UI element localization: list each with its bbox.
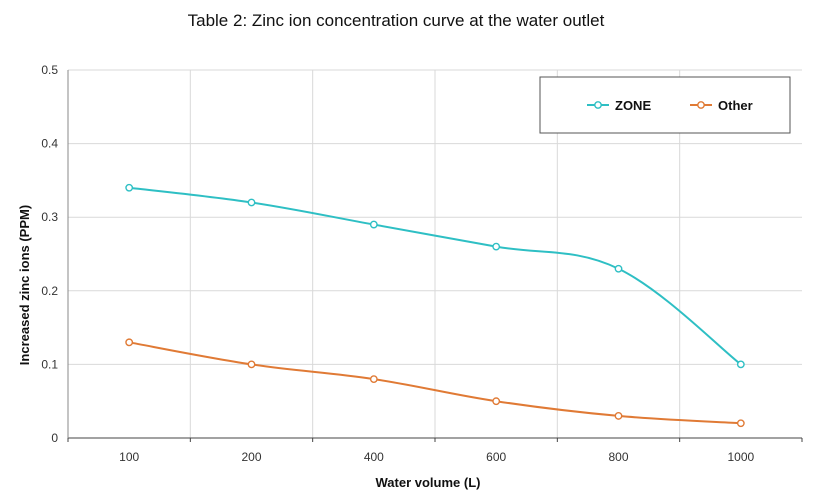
y-tick-label: 0.1 (41, 357, 58, 371)
series-line-zone (129, 186, 742, 366)
series-layer (125, 183, 745, 428)
y-tick-label: 0.4 (41, 137, 58, 151)
legend-label-other: Other (718, 98, 753, 113)
data-point-other (247, 360, 256, 369)
x-tick-label: 200 (241, 450, 261, 464)
data-point-other (125, 338, 134, 347)
chart-title: Table 2: Zinc ion concentration curve at… (188, 11, 605, 30)
data-point-zone (736, 360, 745, 369)
x-tick-label: 800 (608, 450, 628, 464)
legend-box (539, 76, 791, 134)
series-line-other (128, 341, 741, 425)
y-tick-label: 0.3 (41, 210, 58, 224)
x-tick-label: 100 (119, 450, 139, 464)
data-point-zone (614, 264, 623, 273)
y-tick-label: 0.2 (41, 284, 58, 298)
legend-marker-zone (594, 101, 602, 109)
y-tick-label: 0 (51, 431, 58, 445)
y-axis-ticks: 0 0.1 0.2 0.3 0.4 0.5 (41, 63, 58, 445)
data-point-other (369, 375, 378, 384)
data-point-zone (247, 198, 256, 207)
legend-label-zone: ZONE (615, 98, 651, 113)
data-point-zone (369, 220, 378, 229)
legend: ZONE Other (539, 76, 791, 134)
y-tick-label: 0.5 (41, 63, 58, 77)
data-point-other (492, 397, 501, 406)
data-point-other (614, 412, 623, 420)
data-point-zone (492, 242, 501, 251)
x-axis-label: Water volume (L) (376, 475, 481, 490)
x-tick-label: 600 (486, 450, 506, 464)
legend-marker-other (697, 101, 705, 109)
x-axis-ticks: 100 200 400 600 800 1000 (119, 450, 754, 464)
data-point-zone (125, 183, 134, 192)
y-axis-label: Increased zinc ions (PPM) (17, 205, 32, 365)
x-tick-label: 400 (364, 450, 384, 464)
x-tick-label: 1000 (727, 450, 754, 464)
data-point-other (736, 419, 745, 428)
axes (67, 70, 803, 442)
grid (68, 69, 802, 438)
